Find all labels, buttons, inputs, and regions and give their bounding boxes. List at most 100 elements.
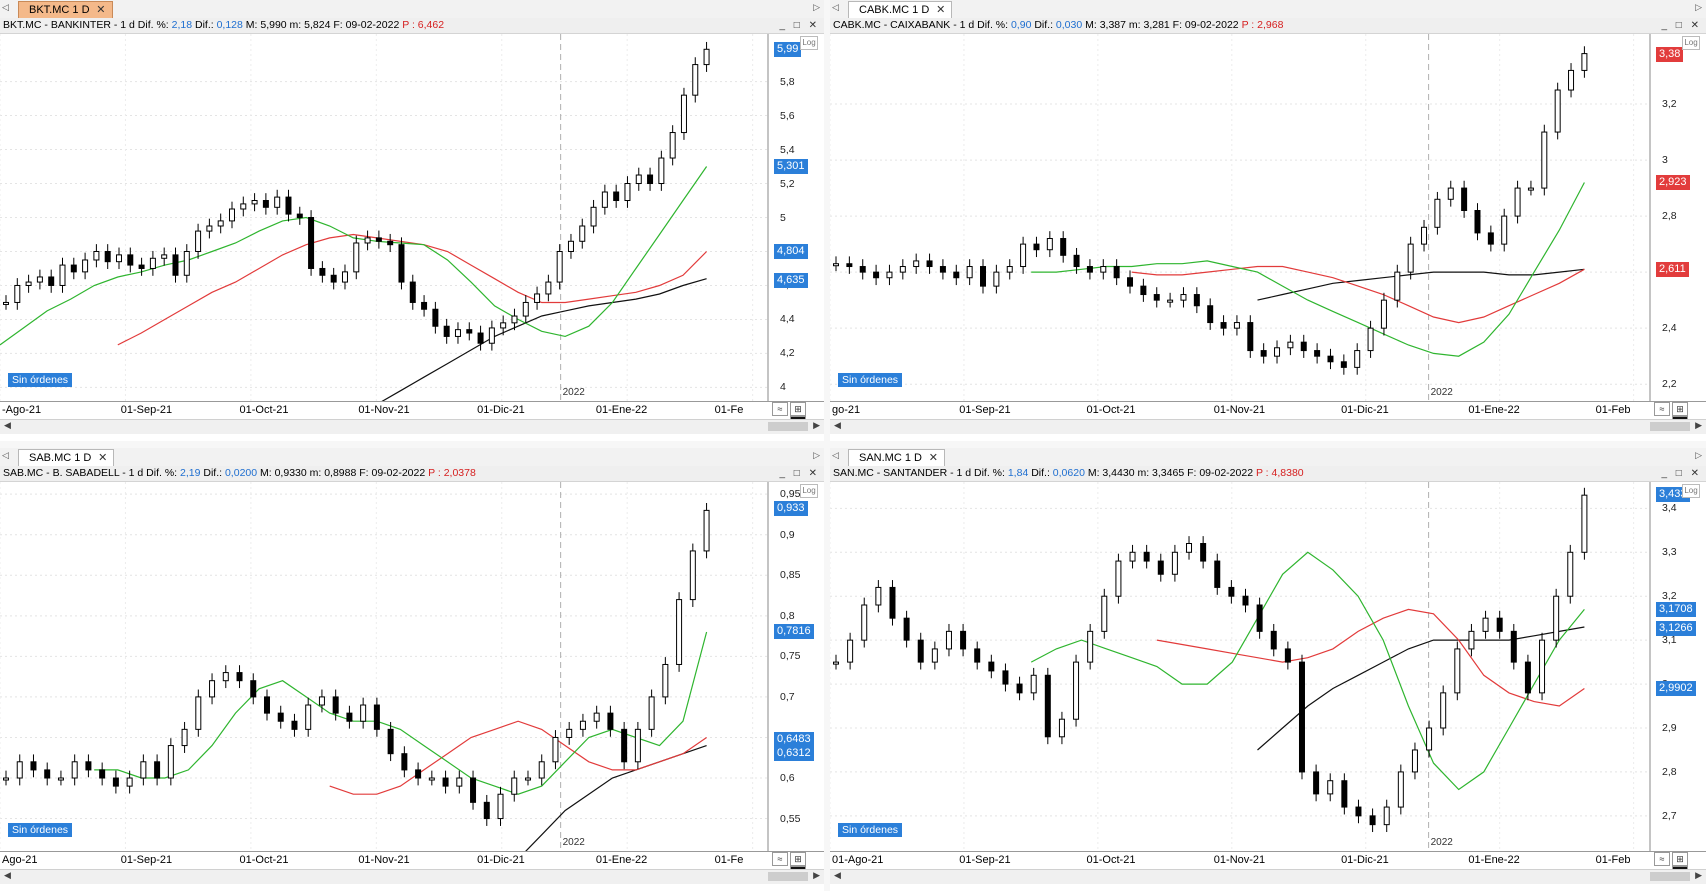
scrollbar-thumb[interactable] (768, 872, 808, 881)
scroll-tabs-right-icon[interactable]: ▷ (813, 2, 820, 12)
candle-up (1581, 494, 1588, 553)
candle-up (1100, 266, 1107, 273)
indicator-icon[interactable]: ≈ (1654, 852, 1670, 866)
candle-up (228, 208, 235, 222)
sma-mid-line (117, 233, 708, 346)
close-icon[interactable]: ✕ (96, 4, 106, 16)
chart-toolbar[interactable]: ≈⊞⇤ (1654, 852, 1706, 884)
scroll-left-icon[interactable]: ◀ (4, 870, 11, 880)
candle-down (1247, 322, 1254, 352)
log-scale-toggle[interactable]: Log (800, 484, 818, 498)
scroll-left-icon[interactable]: ◀ (834, 420, 841, 430)
scrollbar-thumb[interactable] (768, 422, 808, 431)
indicator-icon[interactable]: ≈ (772, 402, 788, 416)
close-icon[interactable]: ✕ (928, 452, 938, 464)
chart-toolbar[interactable]: ≈⊞⇤ (772, 402, 824, 434)
scroll-right-icon[interactable]: ▶ (813, 870, 820, 880)
price-chart[interactable] (830, 34, 1706, 401)
orders-status[interactable]: Sin órdenes (838, 823, 903, 837)
window-buttons[interactable]: _ □ ✕ (779, 20, 820, 31)
scrollbar-thumb[interactable] (1650, 872, 1690, 881)
change-value: 0,128 (216, 19, 243, 31)
candle-down (346, 712, 353, 722)
grid-icon[interactable]: ⊞ (1672, 402, 1688, 416)
scroll-tabs-left-icon[interactable]: ◁ (832, 450, 839, 460)
sma-long-line (381, 278, 707, 401)
candle-up (274, 196, 281, 208)
scroll-tabs-right-icon[interactable]: ▷ (813, 450, 820, 460)
chart-toolbar[interactable]: ≈⊞⇤ (1654, 402, 1706, 434)
candle-down (607, 712, 614, 730)
change-percent: 2,18 (171, 19, 193, 31)
candle-up (511, 315, 518, 324)
chart-tab[interactable]: BKT.MC 1 D ✕ (18, 1, 113, 18)
x-tick-label: 01-Sep-21 (120, 854, 173, 866)
horizontal-scrollbar[interactable]: ◀ ▶ (830, 869, 1706, 884)
symbol-info-bar: SAN.MC - SANTANDER - 1 d Dif. %: 1,84 Di… (830, 466, 1706, 482)
candle-up (1101, 595, 1108, 632)
chart-tab[interactable]: CABK.MC 1 D ✕ (848, 1, 953, 18)
grid-icon[interactable]: ⊞ (790, 852, 806, 866)
horizontal-scrollbar[interactable]: ◀ ▶ (0, 869, 824, 884)
price-badge: 3,38 (1656, 46, 1684, 62)
y-tick-label: 5,6 (780, 109, 795, 122)
horizontal-scrollbar[interactable]: ◀ ▶ (0, 419, 824, 434)
y-tick-label: 0,8 (780, 609, 795, 622)
candle-up (1447, 187, 1454, 200)
candle-down (1207, 305, 1214, 324)
orders-status[interactable]: Sin órdenes (8, 373, 73, 387)
high-low-date: M: 5,990 m: 5,824 F: 09-02-2022 (245, 19, 400, 31)
log-scale-toggle[interactable]: Log (1682, 484, 1700, 498)
candle-down (236, 672, 243, 682)
x-tick-label: 01-Oct-21 (1086, 404, 1136, 416)
scrollbar-thumb[interactable] (1650, 422, 1690, 431)
candle-up (658, 157, 665, 185)
price-chart[interactable] (0, 482, 824, 851)
scroll-tabs-left-icon[interactable]: ◁ (832, 2, 839, 12)
grid-icon[interactable]: ⊞ (790, 402, 806, 416)
y-tick-label: 0,6 (780, 772, 795, 784)
y-tick-label: 4 (780, 381, 786, 394)
candle-up (1171, 551, 1178, 575)
scroll-tabs-left-icon[interactable]: ◁ (2, 2, 9, 12)
candle-down (285, 196, 292, 215)
candle-up (1440, 692, 1447, 729)
scroll-right-icon[interactable]: ▶ (1695, 420, 1702, 430)
scroll-tabs-right-icon[interactable]: ▷ (1695, 450, 1702, 460)
indicator-icon[interactable]: ≈ (772, 852, 788, 866)
price-chart[interactable] (0, 34, 824, 401)
chart-tab[interactable]: SAN.MC 1 D ✕ (848, 449, 945, 466)
close-icon[interactable]: ✕ (98, 452, 108, 464)
scroll-right-icon[interactable]: ▶ (813, 420, 820, 430)
candle-down (1284, 648, 1291, 663)
price-badge: 2,9902 (1656, 681, 1696, 697)
window-buttons[interactable]: _ □ ✕ (1661, 20, 1702, 31)
scroll-right-icon[interactable]: ▶ (1695, 870, 1702, 880)
scroll-tabs-left-icon[interactable]: ◁ (2, 450, 9, 460)
y-tick-label: 2,9 (1662, 722, 1677, 734)
grid-icon[interactable]: ⊞ (1672, 852, 1688, 866)
candle-up (1454, 648, 1461, 694)
chart-tab[interactable]: SAB.MC 1 D ✕ (18, 449, 115, 466)
window-buttons[interactable]: _ □ ✕ (1661, 468, 1702, 479)
window-buttons[interactable]: _ □ ✕ (779, 468, 820, 479)
horizontal-scrollbar[interactable]: ◀ ▶ (830, 419, 1706, 434)
candle-up (1087, 630, 1094, 663)
scroll-tabs-right-icon[interactable]: ▷ (1695, 2, 1702, 12)
x-tick-label: 01-Dic-21 (477, 854, 525, 866)
scroll-left-icon[interactable]: ◀ (4, 420, 11, 430)
log-scale-toggle[interactable]: Log (800, 36, 818, 50)
chart-toolbar[interactable]: ≈⊞⇤ (772, 852, 824, 884)
horizontal-splitter[interactable] (0, 441, 1706, 448)
change-value: 0,0620 (1052, 467, 1085, 479)
price-chart[interactable] (830, 482, 1706, 851)
log-scale-toggle[interactable]: Log (1682, 36, 1700, 50)
close-icon[interactable]: ✕ (936, 4, 946, 16)
y-tick-label: 3,3 (1662, 546, 1677, 559)
indicator-icon[interactable]: ≈ (1654, 402, 1670, 416)
scroll-left-icon[interactable]: ◀ (834, 870, 841, 880)
orders-status[interactable]: Sin órdenes (838, 373, 903, 387)
candle-down (1220, 322, 1227, 329)
candle-down (277, 712, 284, 722)
orders-status[interactable]: Sin órdenes (8, 823, 73, 837)
